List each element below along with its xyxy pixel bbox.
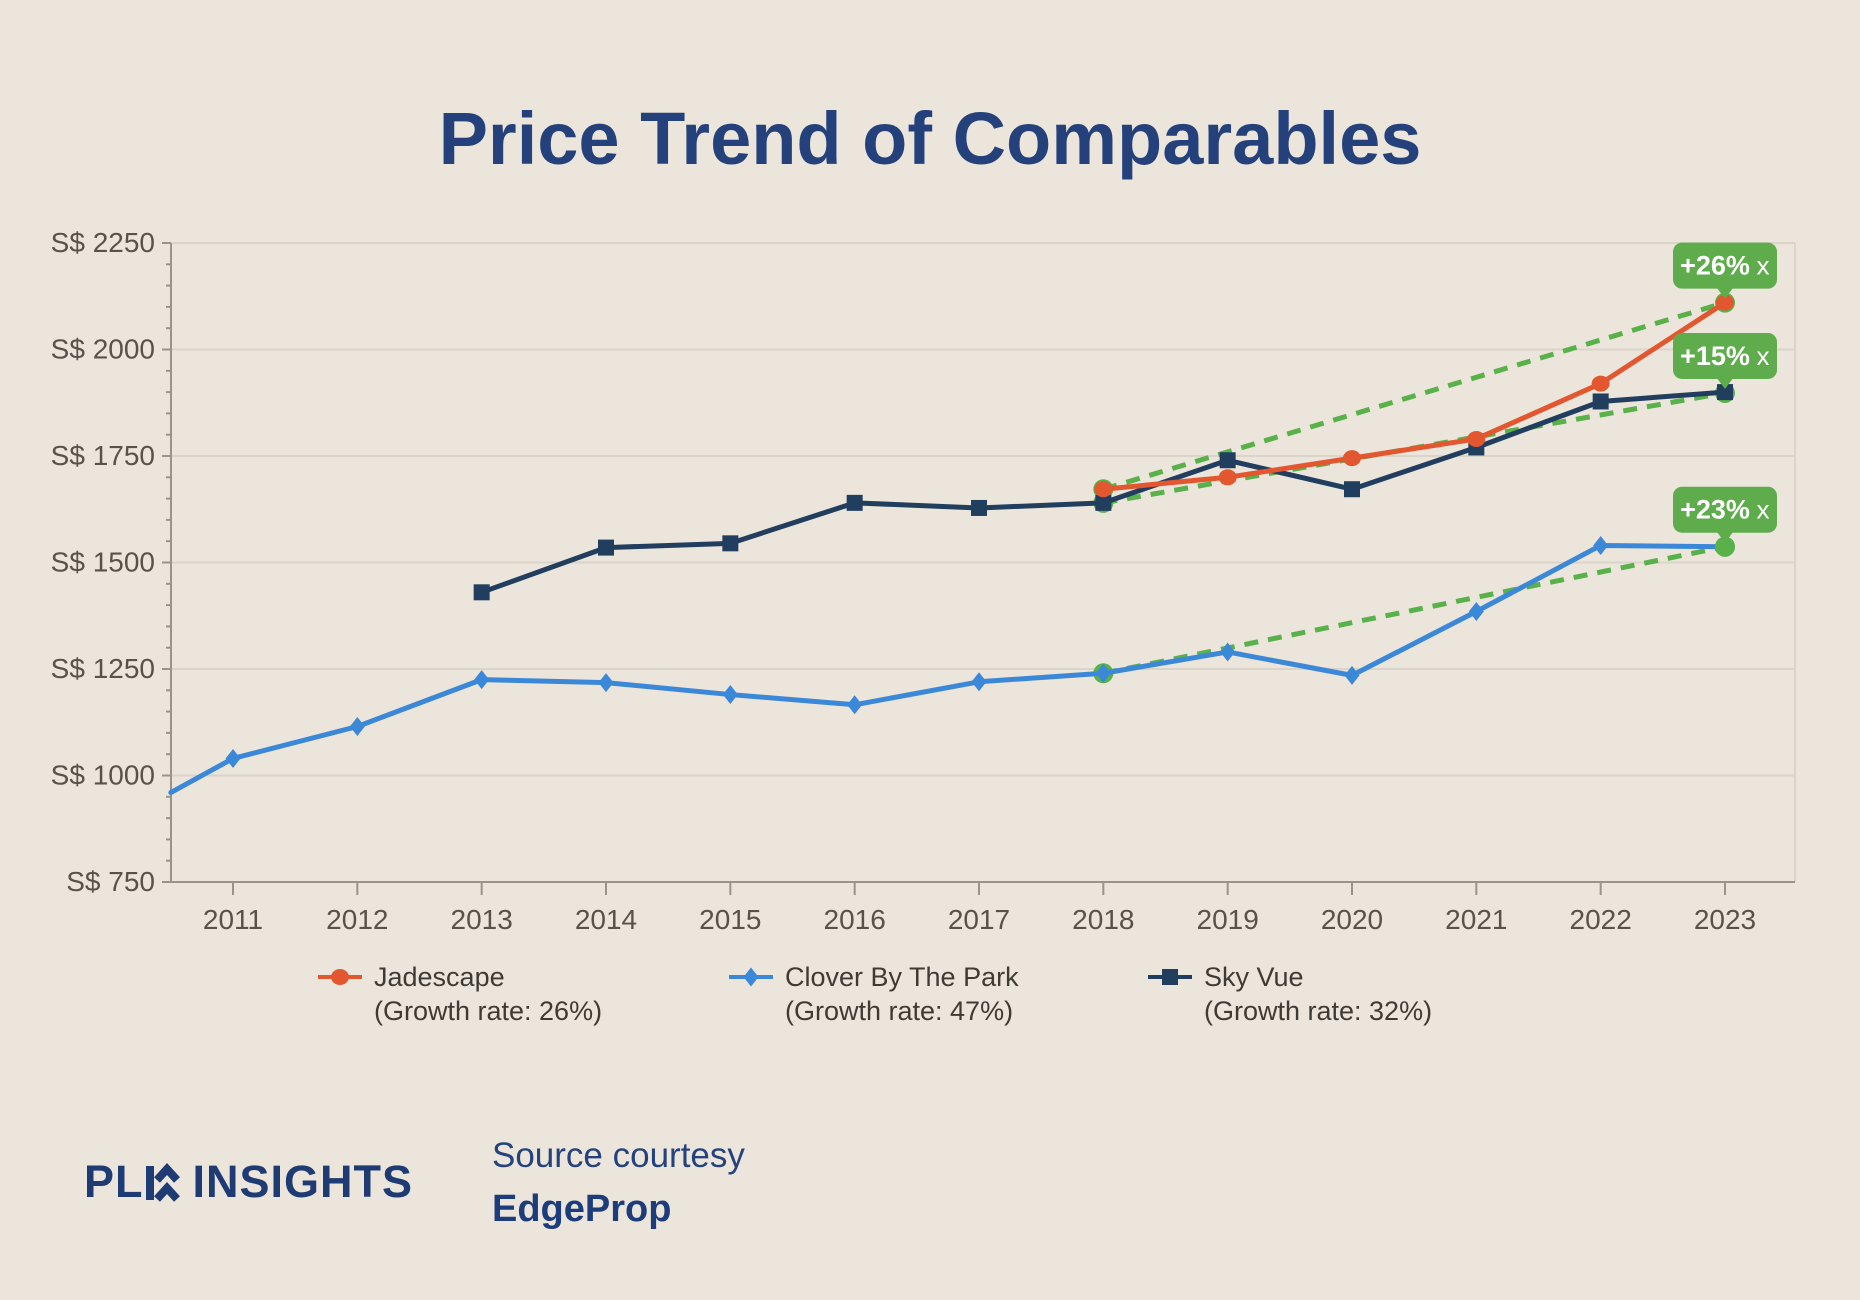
x-tick-label-2021: 2021 xyxy=(1445,904,1507,935)
x-tick-label-2014: 2014 xyxy=(575,904,637,935)
badge-label-jadescape: +26% xyxy=(1680,251,1750,281)
x-tick-label-2019: 2019 xyxy=(1197,904,1259,935)
growth-badge-clover-by-the-park: +23% x xyxy=(1672,486,1777,543)
marker-jadescape-2018 xyxy=(1094,481,1113,498)
trend-dot-end-top-clover-by-the-park xyxy=(1714,536,1735,557)
marker-clover-by-the-park-2018 xyxy=(1095,663,1111,683)
marker-sky-vue-2013 xyxy=(473,584,490,601)
marker-sky-vue-2023 xyxy=(1716,384,1733,401)
source-name: EdgeProp xyxy=(492,1188,672,1230)
legend-item-sky-vue[interactable]: Sky Vue (Growth rate: 32%) xyxy=(1148,960,1432,1028)
legend-series-name-jadescape: Jadescape xyxy=(374,962,505,992)
marker-clover-by-the-park-2015 xyxy=(722,685,738,705)
source-courtesy-label: Source courtesy xyxy=(492,1136,745,1175)
plb-insights-logo: PL INSIGHTS xyxy=(84,1156,413,1208)
marker-clover-by-the-park-2014 xyxy=(598,673,614,693)
marker-sky-vue-2018 xyxy=(1095,494,1112,511)
legend-shape-jadescape xyxy=(331,969,349,985)
x-tick-label-2011: 2011 xyxy=(203,904,263,935)
legend-shape-sky-vue xyxy=(1162,969,1178,985)
marker-jadescape-2022 xyxy=(1591,375,1610,392)
marker-clover-by-the-park-2022 xyxy=(1593,535,1609,555)
legend-marker-clover-by-the-park-icon xyxy=(729,967,773,987)
badge-close-x-jadescape[interactable]: x xyxy=(1756,251,1769,281)
legend-shape-clover-by-the-park xyxy=(743,967,759,987)
badge-label-sky-vue: +15% xyxy=(1680,341,1750,371)
x-tick-label-2017: 2017 xyxy=(948,904,1010,935)
legend-growth-rate-clover-by-the-park: (Growth rate: 47%) xyxy=(785,996,1014,1026)
marker-sky-vue-2019 xyxy=(1219,452,1236,469)
legend-growth-rate-sky-vue: (Growth rate: 32%) xyxy=(1204,996,1433,1026)
badge-pointer-jadescape xyxy=(1715,286,1734,299)
marker-sky-vue-2022 xyxy=(1592,393,1609,410)
badge-close-x-clover-by-the-park[interactable]: x xyxy=(1756,495,1769,525)
badge-pointer-clover-by-the-park xyxy=(1715,530,1734,543)
marker-jadescape-2020 xyxy=(1342,450,1361,467)
series-line-jadescape xyxy=(1100,300,1728,492)
marker-clover-by-the-park-2013 xyxy=(474,670,490,690)
x-tick-label-2013: 2013 xyxy=(451,904,513,935)
x-tick-label-2012: 2012 xyxy=(326,904,388,935)
trendline-clover-by-the-park xyxy=(1102,544,1726,676)
growth-badge-jadescape: +26% x xyxy=(1672,242,1777,299)
marker-clover-by-the-park-2012 xyxy=(349,717,365,737)
marker-sky-vue-2020 xyxy=(1343,481,1360,498)
badge-close-x-sky-vue[interactable]: x xyxy=(1756,341,1769,371)
series-line-clover-by-the-park xyxy=(168,542,1728,796)
legend-item-jadescape[interactable]: Jadescape (Growth rate: 26%) xyxy=(318,960,602,1028)
marker-clover-by-the-park-2016 xyxy=(847,695,863,715)
marker-clover-by-the-park-2017 xyxy=(971,672,987,692)
marker-jadescape-2021 xyxy=(1467,430,1486,447)
trendline-jadescape xyxy=(1102,300,1726,492)
y-tick-label-1250: S$ 1250 xyxy=(51,653,155,684)
x-tick-label-2020: 2020 xyxy=(1321,904,1383,935)
marker-jadescape-2023 xyxy=(1715,294,1734,311)
badge-box-clover-by-the-park xyxy=(1672,486,1777,533)
marker-clover-by-the-park-2020 xyxy=(1344,665,1360,685)
badge-pointer-sky-vue xyxy=(1715,376,1734,389)
x-tick-label-2016: 2016 xyxy=(824,904,886,935)
marker-sky-vue-2014 xyxy=(597,539,614,556)
legend-series-name-clover-by-the-park: Clover By The Park xyxy=(785,962,1019,992)
marker-clover-by-the-park-2011 xyxy=(225,748,241,768)
legend-marker-sky-vue-icon xyxy=(1148,969,1192,985)
legend-growth-rate-jadescape: (Growth rate: 26%) xyxy=(374,996,603,1026)
marker-sky-vue-2017 xyxy=(970,499,987,516)
marker-sky-vue-2016 xyxy=(846,494,863,511)
y-tick-label-750: S$ 750 xyxy=(66,866,155,897)
legend-marker-jadescape-icon xyxy=(318,969,362,985)
marker-clover-by-the-park-2019 xyxy=(1220,642,1236,662)
y-tick-label-2000: S$ 2000 xyxy=(51,334,155,365)
badge-label-clover-by-the-park: +23% xyxy=(1680,495,1750,525)
legend-item-clover-by-the-park[interactable]: Clover By The Park (Growth rate: 47%) xyxy=(729,960,1019,1028)
x-tick-label-2023: 2023 xyxy=(1694,904,1756,935)
x-tick-label-2022: 2022 xyxy=(1570,904,1632,935)
x-tick-label-2015: 2015 xyxy=(699,904,761,935)
badge-box-sky-vue xyxy=(1672,332,1777,379)
page-title: Price Trend of Comparables xyxy=(438,97,1422,180)
logo-text-insights: INSIGHTS xyxy=(192,1156,414,1207)
y-tick-label-1500: S$ 1500 xyxy=(51,547,155,578)
marker-jadescape-2019 xyxy=(1218,469,1237,486)
badge-box-jadescape xyxy=(1672,242,1777,289)
plb-chevron-b-icon xyxy=(145,1163,180,1202)
logo-text-pl: PL xyxy=(84,1156,144,1207)
source-attribution: Source courtesy EdgeProp xyxy=(492,1136,745,1231)
marker-clover-by-the-park-2021 xyxy=(1468,601,1484,621)
growth-badge-sky-vue: +15% x xyxy=(1672,332,1777,389)
y-tick-label-2250: S$ 2250 xyxy=(51,227,155,258)
y-tick-label-1750: S$ 1750 xyxy=(51,440,155,471)
legend-series-name-sky-vue: Sky Vue xyxy=(1204,962,1304,992)
marker-sky-vue-2015 xyxy=(722,535,739,552)
x-tick-label-2018: 2018 xyxy=(1072,904,1134,935)
y-tick-label-1000: S$ 1000 xyxy=(51,760,155,791)
